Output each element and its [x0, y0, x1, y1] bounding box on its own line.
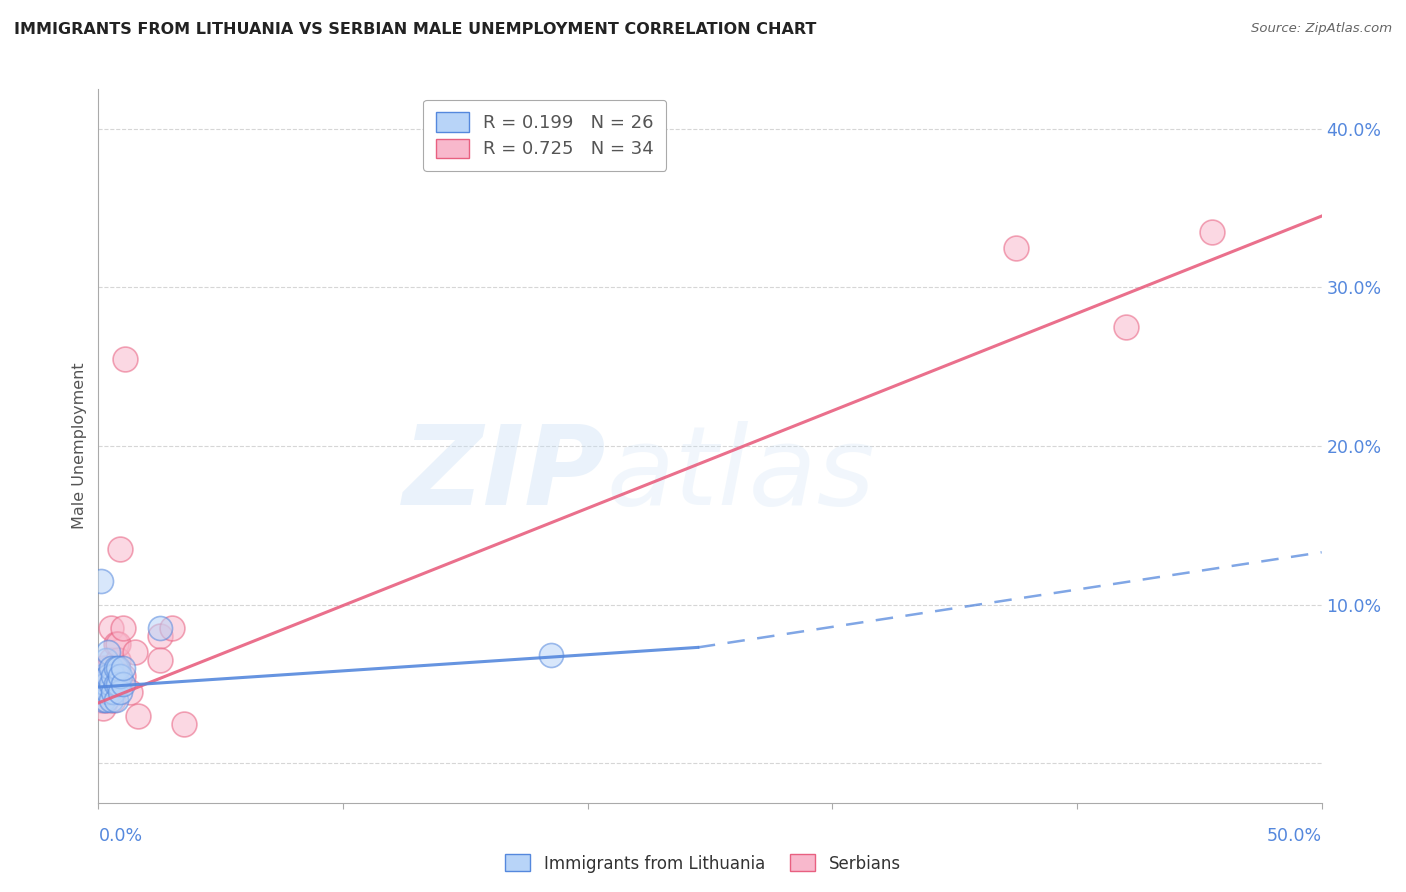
- Point: [90, 574, 112, 588]
- Point: [91, 692, 114, 706]
- Point: [94, 692, 117, 706]
- Point: [101, 685, 124, 699]
- Point: [90, 677, 112, 691]
- Point: [104, 661, 127, 675]
- Y-axis label: Male Unemployment: Male Unemployment: [72, 363, 87, 529]
- Point: [97, 685, 120, 699]
- Point: [104, 637, 127, 651]
- Point: [110, 685, 132, 699]
- Point: [1004, 241, 1026, 255]
- Point: [104, 677, 127, 691]
- Point: [540, 648, 562, 663]
- Point: [104, 661, 127, 675]
- Point: [124, 645, 146, 659]
- Legend: Immigrants from Lithuania, Serbians: Immigrants from Lithuania, Serbians: [499, 847, 907, 880]
- Point: [100, 621, 122, 635]
- Text: ZIP: ZIP: [402, 421, 606, 528]
- Point: [111, 621, 134, 635]
- Point: [104, 692, 127, 706]
- Point: [1201, 225, 1223, 239]
- Point: [100, 661, 122, 675]
- Point: [101, 661, 124, 675]
- Point: [111, 661, 134, 675]
- Point: [120, 685, 142, 699]
- Text: IMMIGRANTS FROM LITHUANIA VS SERBIAN MALE UNEMPLOYMENT CORRELATION CHART: IMMIGRANTS FROM LITHUANIA VS SERBIAN MAL…: [14, 22, 817, 37]
- Point: [107, 677, 129, 691]
- Point: [91, 700, 114, 714]
- Point: [100, 677, 122, 691]
- Point: [110, 677, 132, 691]
- Point: [94, 692, 117, 706]
- Point: [127, 708, 149, 723]
- Point: [111, 677, 134, 691]
- Point: [107, 637, 129, 651]
- Point: [149, 621, 172, 635]
- Point: [94, 677, 117, 691]
- Point: [97, 685, 120, 699]
- Point: [94, 653, 117, 667]
- Point: [91, 685, 114, 699]
- Point: [107, 653, 129, 667]
- Point: [111, 669, 134, 683]
- Point: [90, 677, 112, 691]
- Point: [94, 669, 117, 683]
- Point: [90, 692, 112, 706]
- Point: [101, 692, 124, 706]
- Point: [100, 653, 122, 667]
- Text: 50.0%: 50.0%: [1267, 827, 1322, 845]
- Point: [97, 669, 120, 683]
- Legend: R = 0.199   N = 26, R = 0.725   N = 34: R = 0.199 N = 26, R = 0.725 N = 34: [423, 100, 666, 171]
- Text: atlas: atlas: [606, 421, 875, 528]
- Point: [173, 716, 195, 731]
- Point: [100, 692, 122, 706]
- Point: [100, 677, 122, 691]
- Point: [1115, 320, 1137, 334]
- Text: Source: ZipAtlas.com: Source: ZipAtlas.com: [1251, 22, 1392, 36]
- Point: [110, 669, 132, 683]
- Point: [91, 661, 114, 675]
- Point: [110, 542, 132, 557]
- Point: [97, 645, 120, 659]
- Point: [97, 661, 120, 675]
- Point: [149, 629, 172, 643]
- Point: [101, 669, 124, 683]
- Point: [160, 621, 183, 635]
- Point: [91, 669, 114, 683]
- Point: [107, 677, 129, 691]
- Point: [114, 351, 136, 366]
- Point: [107, 661, 129, 675]
- Point: [149, 653, 172, 667]
- Text: 0.0%: 0.0%: [98, 827, 142, 845]
